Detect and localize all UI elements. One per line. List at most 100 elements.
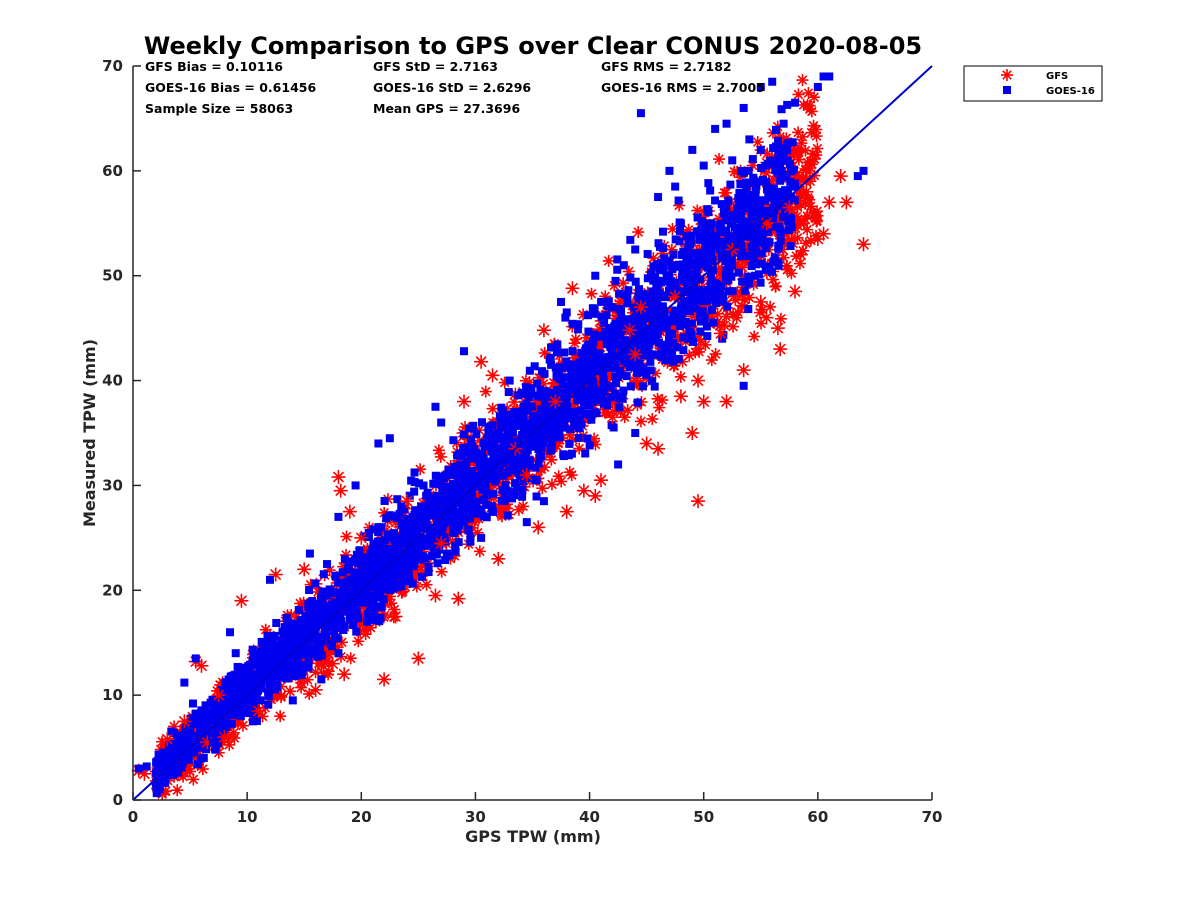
goes16-point — [678, 309, 687, 318]
goes16-point — [430, 494, 439, 503]
goes16-point — [562, 357, 571, 366]
gfs-point — [730, 311, 743, 324]
goes16-point — [221, 722, 230, 731]
goes16-point — [732, 215, 741, 224]
goes16-point — [825, 72, 834, 81]
goes16-point — [386, 586, 395, 595]
goes16-point — [548, 412, 557, 421]
goes16-point — [558, 380, 567, 389]
goes16-point — [778, 213, 787, 222]
goes16-point — [364, 610, 373, 619]
goes16-point — [358, 557, 367, 566]
goes16-point — [226, 628, 235, 637]
goes16-point — [662, 340, 671, 349]
goes16-point — [759, 212, 768, 221]
goes16-point — [275, 667, 284, 676]
goes16-point — [476, 505, 485, 514]
goes16-point — [338, 578, 347, 587]
gfs-point — [217, 730, 232, 745]
goes16-point — [422, 518, 431, 527]
goes16-point — [225, 705, 234, 714]
y-tick-label: 10 — [102, 686, 123, 704]
goes16-point — [410, 468, 419, 477]
goes16-point — [531, 475, 540, 484]
goes16-point — [432, 506, 441, 515]
goes16-point — [239, 663, 248, 672]
goes16-point — [689, 337, 698, 346]
goes16-point — [296, 616, 305, 625]
goes16-point — [305, 586, 314, 595]
goes16-point — [702, 226, 711, 235]
goes16-point — [518, 492, 527, 501]
goes16-point — [637, 295, 646, 304]
goes16-point — [395, 580, 404, 589]
goes16-point — [749, 254, 758, 263]
goes16-point — [700, 313, 709, 322]
gfs-point — [211, 688, 226, 703]
gfs-point — [705, 354, 718, 367]
goes16-point — [560, 348, 569, 357]
gfs-point — [729, 294, 742, 307]
x-tick-label: 50 — [693, 808, 714, 826]
gfs-point — [622, 323, 637, 338]
goes16-point — [589, 330, 598, 339]
goes16-point — [576, 379, 585, 388]
goes16-point — [500, 496, 509, 505]
goes16-point — [658, 243, 667, 252]
goes16-point — [738, 277, 747, 286]
goes16-point — [566, 425, 575, 434]
goes16-point — [667, 261, 676, 270]
goes16-point — [643, 274, 652, 283]
gfs-point — [352, 635, 365, 648]
goes16-point — [364, 528, 373, 537]
goes16-point — [528, 402, 537, 411]
goes16-point — [304, 646, 313, 655]
gfs-point — [491, 551, 506, 566]
goes16-point — [653, 296, 662, 305]
goes16-point — [619, 386, 628, 395]
goes16-point — [491, 477, 500, 486]
goes16-point — [769, 257, 778, 266]
goes16-point — [466, 537, 475, 546]
goes16-point — [324, 623, 333, 632]
goes16-point — [241, 708, 250, 717]
goes16-point — [499, 441, 508, 450]
goes16-point — [788, 138, 797, 147]
goes16-point — [437, 505, 446, 514]
goes16-point — [746, 194, 755, 203]
goes16-point — [452, 481, 461, 490]
goes16-point — [526, 390, 535, 399]
goes16-point — [610, 322, 619, 331]
goes16-point — [464, 447, 473, 456]
y-tick-label: 60 — [102, 162, 123, 180]
gfs-point — [759, 310, 774, 325]
goes16-point — [478, 465, 487, 474]
goes16-point — [710, 294, 719, 303]
goes16-point — [517, 388, 526, 397]
goes16-point — [450, 529, 459, 538]
gfs-point — [804, 162, 817, 175]
gfs-point — [251, 703, 266, 718]
goes16-point — [574, 433, 583, 442]
goes16-point — [504, 457, 513, 466]
gfs-point — [548, 394, 563, 409]
goes16-point — [449, 494, 458, 503]
gfs-point — [793, 257, 806, 270]
goes16-point — [711, 124, 720, 133]
goes16-point — [499, 471, 508, 480]
goes16-point — [268, 644, 277, 653]
goes16-point — [369, 539, 378, 548]
goes16-point — [256, 662, 265, 671]
goes16-point — [500, 421, 509, 430]
gfs-point — [295, 681, 308, 694]
goes16-point — [528, 411, 537, 420]
gfs-point — [411, 651, 426, 666]
goes16-point — [166, 767, 175, 776]
goes16-point — [440, 533, 449, 542]
goes16-point — [525, 366, 534, 375]
goes16-point — [639, 310, 648, 319]
x-tick-label: 20 — [351, 808, 372, 826]
goes16-point — [401, 569, 410, 578]
goes16-point — [702, 293, 711, 302]
